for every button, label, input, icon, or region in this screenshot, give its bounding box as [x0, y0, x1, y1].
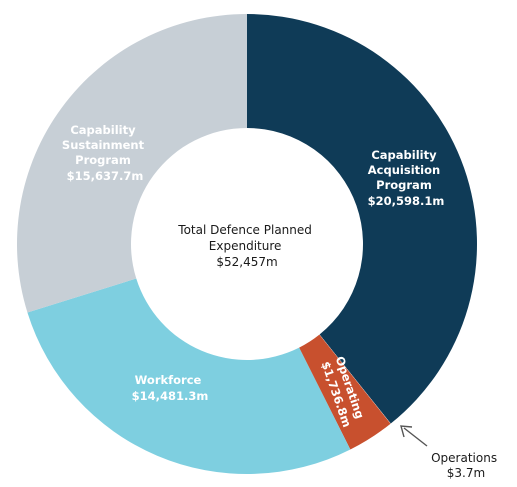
label-capability-sustainment: Capability Sustainment Program $15,637.7…	[62, 123, 148, 183]
label-capability-acquisition-line1: Capability	[371, 148, 437, 162]
label-workforce-line1: Workforce	[135, 373, 202, 387]
label-capability-sustainment-line2: Sustainment	[62, 138, 145, 152]
donut-slices	[17, 14, 477, 474]
center-label-line1: Total Defence Planned	[177, 223, 312, 237]
label-workforce: Workforce $14,481.3m	[132, 373, 209, 403]
label-capability-sustainment-value: $15,637.7m	[67, 169, 144, 183]
label-capability-sustainment-line1: Capability	[70, 123, 136, 137]
center-label-total: $52,457m	[216, 255, 277, 269]
slice-capability-acquisition	[247, 14, 477, 424]
center-label: Total Defence Planned Expenditure $52,45…	[177, 223, 315, 269]
label-operations-value: $3.7m	[447, 466, 485, 480]
slice-workforce	[27, 278, 351, 474]
label-operations-line1: Operations	[431, 451, 497, 465]
operations-callout-arrow	[400, 425, 428, 447]
label-operations: Operations $3.7m	[431, 451, 501, 480]
label-workforce-value: $14,481.3m	[132, 389, 209, 403]
label-capability-acquisition-value: $20,598.1m	[368, 194, 445, 208]
label-capability-sustainment-line3: Program	[75, 153, 131, 167]
label-capability-acquisition-line2: Acquisition	[368, 163, 440, 177]
slice-operating	[299, 334, 391, 450]
slice-capability-sustainment	[17, 14, 248, 313]
center-label-line2: Expenditure	[209, 239, 282, 253]
label-capability-acquisition: Capability Acquisition Program $20,598.1…	[368, 148, 445, 208]
label-capability-acquisition-line3: Program	[376, 178, 432, 192]
